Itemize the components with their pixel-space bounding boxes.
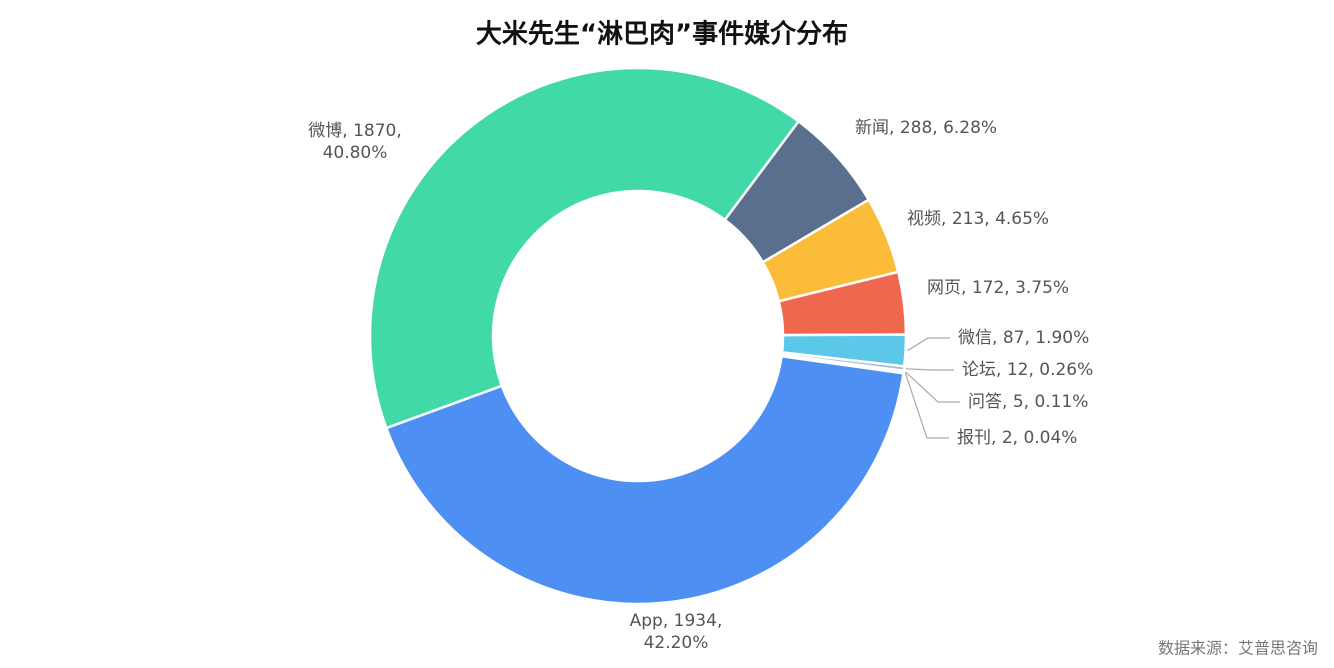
- label-value: 213: [952, 209, 984, 229]
- label-sep: ,: [941, 209, 952, 229]
- label-sep: ,: [996, 360, 1007, 380]
- label-percent: 0.11%: [1034, 392, 1088, 412]
- label-value: 12: [1007, 360, 1029, 380]
- data-label: 网页, 172, 3.75%: [927, 278, 1069, 298]
- donut-slice: [368, 66, 801, 430]
- label-sep: ,: [961, 278, 972, 298]
- label-percent: 0.04%: [1023, 428, 1077, 448]
- label-percent: 0.26%: [1039, 360, 1093, 380]
- label-value: 5: [1013, 392, 1024, 412]
- label-value: 172: [972, 278, 1004, 298]
- label-percent: 40.80%: [323, 143, 388, 163]
- label-percent: 4.65%: [995, 209, 1049, 229]
- donut-slice: [384, 354, 905, 606]
- label-category: 论坛: [962, 360, 996, 380]
- leader-line: [905, 368, 954, 371]
- leader-line: [904, 373, 949, 439]
- label-sep: ,: [1002, 392, 1013, 412]
- label-category: 新闻: [855, 118, 889, 138]
- label-category: 微信: [958, 328, 992, 348]
- label-sep: ,: [1024, 392, 1035, 412]
- label-sep: ,: [1028, 360, 1039, 380]
- donut-slice: [780, 354, 905, 375]
- data-label: 微博, 1870, 40.80%: [308, 121, 401, 163]
- label-category: 问答: [968, 392, 1002, 412]
- label-sep: ,: [342, 121, 353, 141]
- data-label: 新闻, 288, 6.28%: [855, 118, 997, 138]
- data-label: App, 1934, 42.20%: [630, 611, 723, 653]
- label-sep: ,: [717, 611, 722, 631]
- label-sep: ,: [991, 428, 1002, 448]
- data-label: 微信, 87, 1.90%: [958, 328, 1089, 348]
- label-sep: ,: [889, 118, 900, 138]
- label-sep: ,: [992, 328, 1003, 348]
- leader-line: [905, 371, 960, 403]
- label-value: 1934: [674, 611, 717, 631]
- label-category: 网页: [927, 278, 961, 298]
- label-category: 视频: [907, 209, 941, 229]
- data-label: 报刊, 2, 0.04%: [957, 428, 1077, 448]
- label-sep: ,: [984, 209, 995, 229]
- leader-line: [907, 337, 950, 352]
- label-value: 1870: [353, 121, 396, 141]
- label-percent: 3.75%: [1015, 278, 1069, 298]
- data-label: 问答, 5, 0.11%: [968, 392, 1088, 412]
- label-sep: ,: [396, 121, 401, 141]
- label-percent: 6.28%: [943, 118, 997, 138]
- data-label: 论坛, 12, 0.26%: [962, 360, 1093, 380]
- label-percent: 1.90%: [1035, 328, 1089, 348]
- label-sep: ,: [1013, 428, 1024, 448]
- label-sep: ,: [1004, 278, 1015, 298]
- label-category: 微博: [308, 121, 342, 141]
- label-category: 报刊: [957, 428, 991, 448]
- label-sep: ,: [932, 118, 943, 138]
- label-value: 87: [1003, 328, 1025, 348]
- label-sep: ,: [1024, 328, 1035, 348]
- label-sep: ,: [663, 611, 674, 631]
- data-label: 视频, 213, 4.65%: [907, 209, 1049, 229]
- label-value: 2: [1002, 428, 1013, 448]
- label-value: 288: [900, 118, 932, 138]
- source-note: 数据来源：艾普思咨询: [1158, 639, 1318, 658]
- chart-title: 大米先生“淋巴肉”事件媒介分布: [476, 20, 848, 50]
- label-category: App: [630, 611, 663, 631]
- label-percent: 42.20%: [644, 633, 709, 653]
